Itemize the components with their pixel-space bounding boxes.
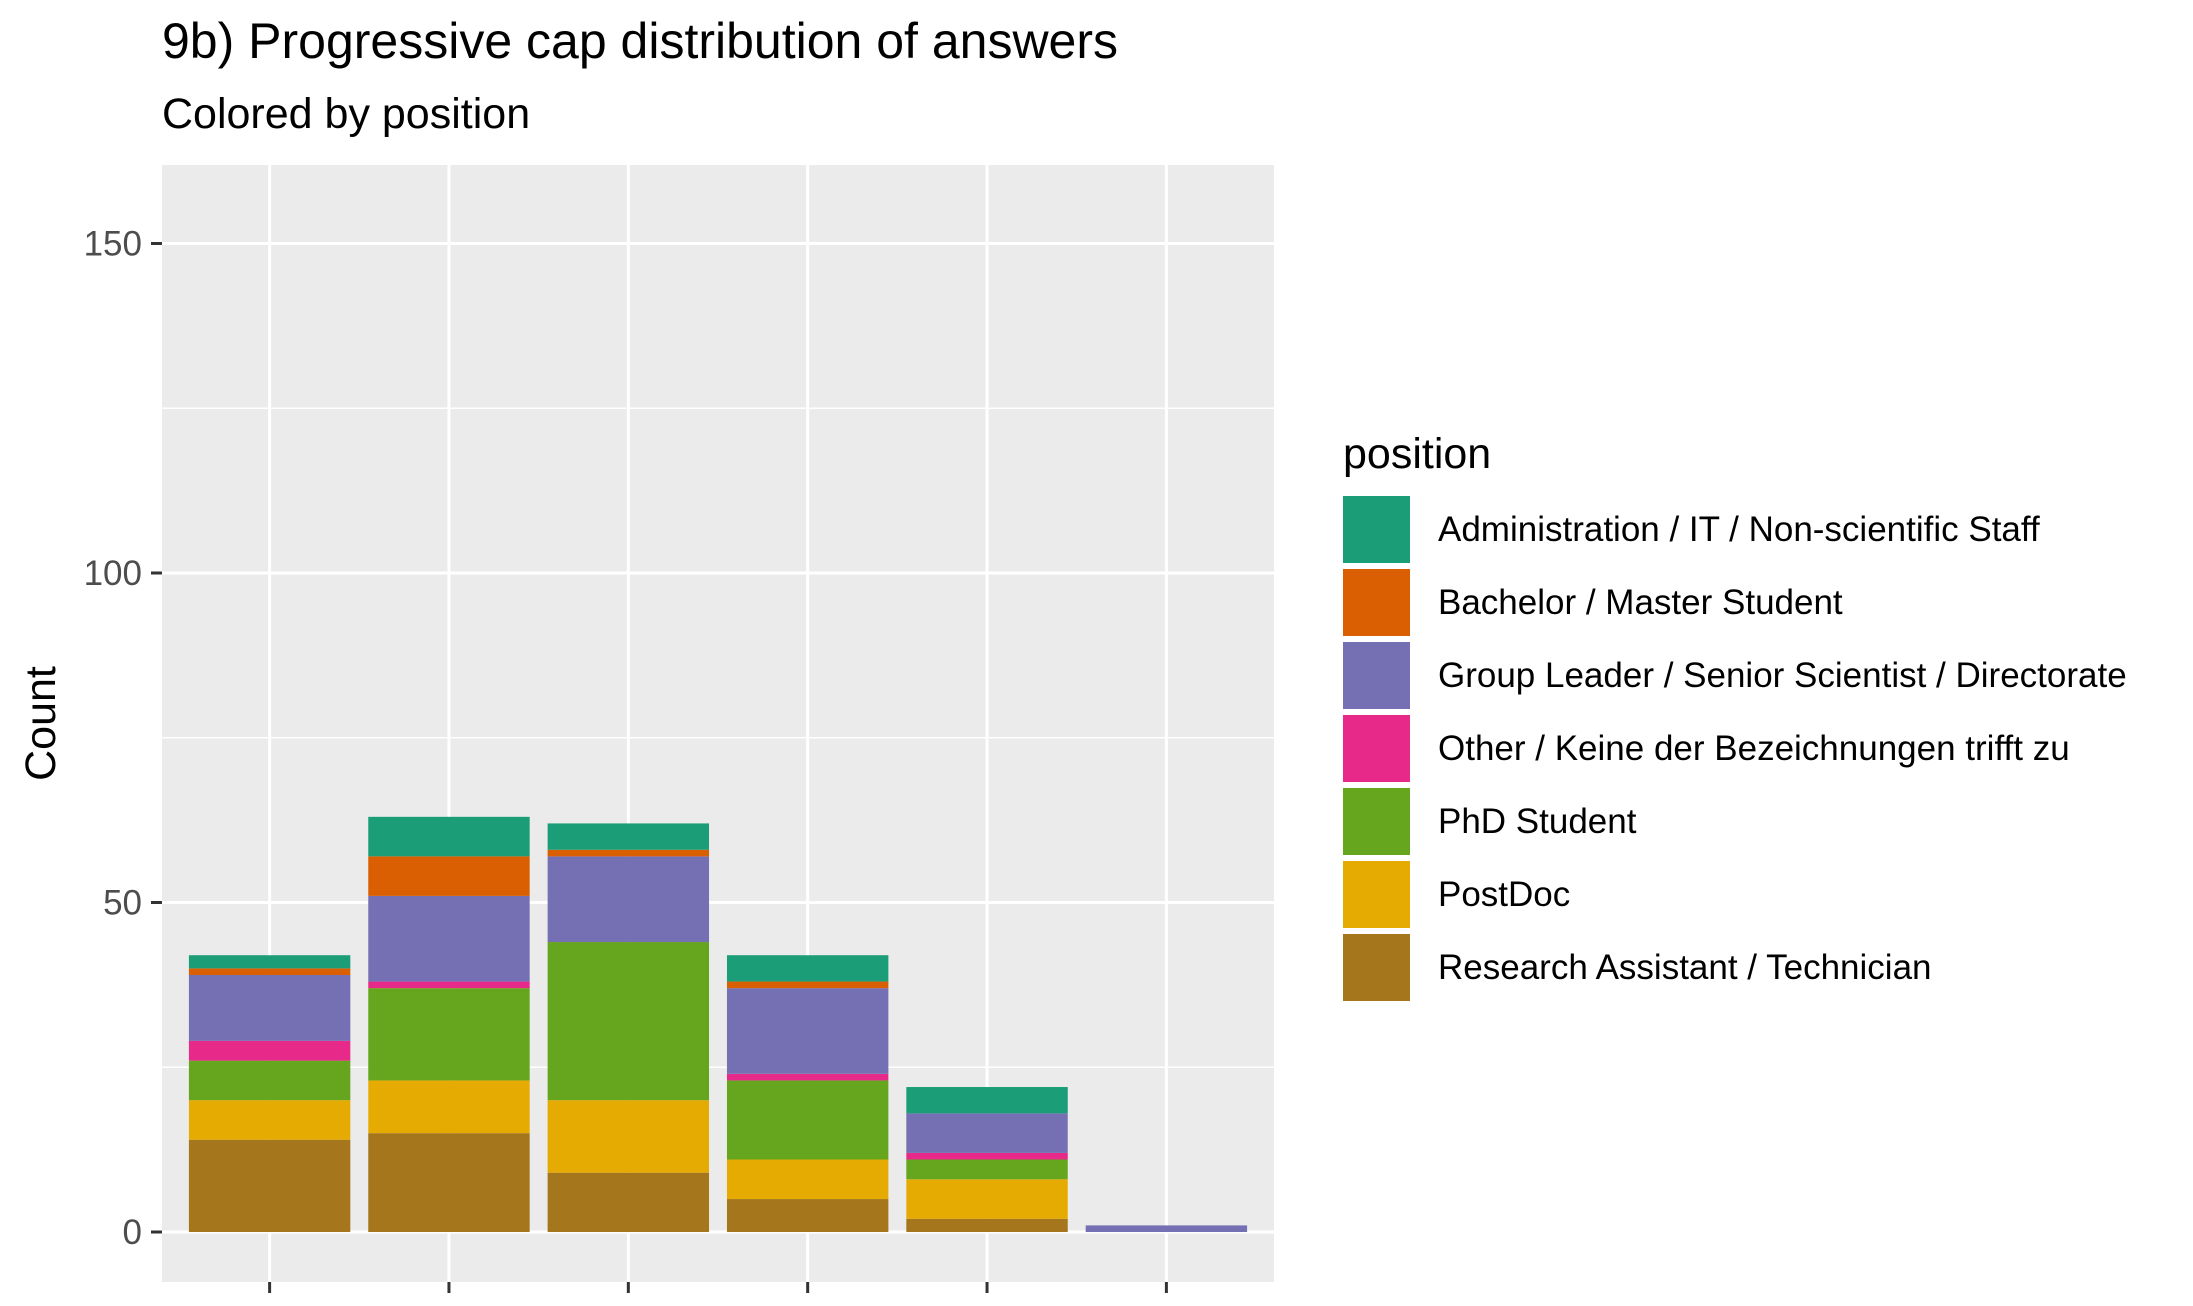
- bar-segment: [547, 1100, 710, 1173]
- legend-swatch: [1343, 934, 1410, 1001]
- bars: [188, 816, 1248, 1232]
- bar-segment: [906, 1152, 1068, 1160]
- bar-segment: [188, 974, 351, 1041]
- legend-label: Group Leader / Senior Scientist / Direct…: [1438, 655, 2127, 695]
- bar-segment: [368, 1080, 530, 1134]
- bar-segment: [906, 1113, 1068, 1153]
- legend-label: Research Assistant / Technician: [1438, 947, 1932, 987]
- bar-segment: [726, 988, 889, 1074]
- bar-segment: [726, 1159, 889, 1200]
- bar-segment: [547, 823, 710, 850]
- legend-item: Research Assistant / Technician: [1343, 931, 2127, 1004]
- bar-segment: [1085, 1225, 1248, 1232]
- legend-swatch: [1343, 715, 1410, 782]
- chart-title: 9b) Progressive cap distribution of answ…: [162, 13, 1119, 69]
- bar-segment: [368, 816, 530, 857]
- y-tick-label: 150: [84, 225, 142, 264]
- bar-segment: [188, 1139, 351, 1232]
- legend-item: Group Leader / Senior Scientist / Direct…: [1343, 639, 2127, 712]
- bar-segment: [906, 1087, 1068, 1114]
- bar-segment: [547, 942, 710, 1101]
- legend-swatch: [1343, 788, 1410, 855]
- legend: position Administration / IT / Non-scien…: [1343, 430, 2127, 1004]
- bar-segment: [188, 955, 351, 969]
- legend-item: Other / Keine der Bezeichnungen trifft z…: [1343, 712, 2127, 785]
- legend-swatch: [1343, 569, 1410, 636]
- legend-label: Bachelor / Master Student: [1438, 582, 1843, 622]
- bar-segment: [368, 988, 530, 1081]
- bar-segment: [906, 1218, 1068, 1232]
- legend-label: Administration / IT / Non-scientific Sta…: [1438, 509, 2040, 549]
- y-tick-label: 0: [123, 1213, 142, 1252]
- legend-item: PostDoc: [1343, 858, 2127, 931]
- bar-segment: [726, 955, 889, 982]
- legend-swatch: [1343, 861, 1410, 928]
- bar-segment: [906, 1179, 1068, 1219]
- legend-label: PhD Student: [1438, 801, 1637, 841]
- bar-segment: [368, 895, 530, 982]
- bar-segment: [547, 1172, 710, 1232]
- bar-segment: [726, 1199, 889, 1232]
- bar-segment: [906, 1159, 1068, 1180]
- bar-segment: [726, 1080, 889, 1160]
- legend-swatch: [1343, 642, 1410, 709]
- legend-item: PhD Student: [1343, 785, 2127, 858]
- y-tick-label: 50: [103, 884, 142, 923]
- legend-title: position: [1343, 430, 1492, 478]
- bar-segment: [188, 1100, 351, 1140]
- bar-segment: [188, 1060, 351, 1101]
- legend-item: Bachelor / Master Student: [1343, 566, 2127, 639]
- y-axis-label: Count: [17, 666, 65, 781]
- bar-segment: [368, 1133, 530, 1232]
- bar-segment: [547, 849, 710, 857]
- y-axis: 0 50 100 150: [84, 225, 1168, 1293]
- legend-item: Administration / IT / Non-scientific Sta…: [1343, 493, 2127, 566]
- bar-segment: [726, 1073, 889, 1081]
- y-tick-label: 100: [84, 554, 142, 593]
- legend-label: Other / Keine der Bezeichnungen trifft z…: [1438, 728, 2070, 768]
- legend-items: Administration / IT / Non-scientific Sta…: [1343, 493, 2127, 1004]
- bar-segment: [368, 856, 530, 896]
- bar-segment: [547, 856, 710, 943]
- legend-swatch: [1343, 496, 1410, 563]
- bar-segment: [368, 981, 530, 989]
- bar-segment: [188, 968, 351, 975]
- legend-label: PostDoc: [1438, 874, 1571, 914]
- bar-segment: [726, 981, 889, 989]
- chart-subtitle: Colored by position: [162, 90, 531, 138]
- bar-segment: [188, 1040, 351, 1061]
